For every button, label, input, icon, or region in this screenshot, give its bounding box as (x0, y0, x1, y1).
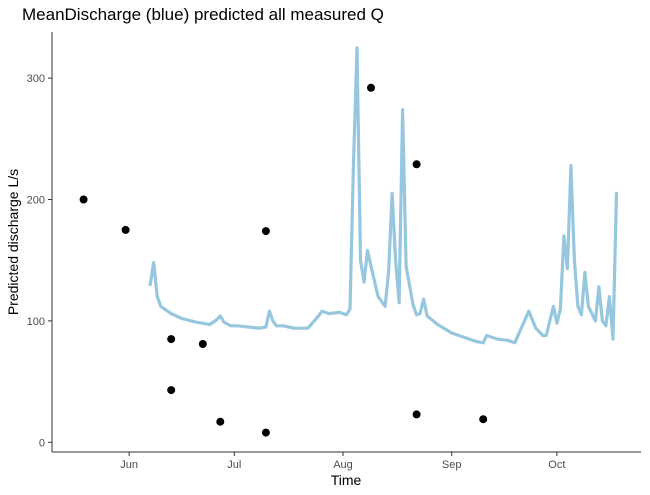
predicted-discharge-line (148, 46, 619, 345)
measured-point (167, 335, 176, 344)
measured-point (216, 417, 225, 426)
x-axis-ticks: Jun Jul Aug Sep Oct (120, 452, 565, 471)
measured-point (412, 410, 421, 419)
measured-point (261, 428, 270, 437)
y-tick-label: 200 (27, 195, 45, 207)
x-tick-label-oct: Oct (548, 459, 565, 471)
y-tick-label: 100 (27, 316, 45, 328)
measured-point (198, 340, 207, 348)
measured-point (167, 386, 176, 395)
y-tick-label: 0 (39, 437, 45, 449)
measured-discharge-points (79, 83, 488, 437)
x-tick-label-aug: Aug (333, 459, 353, 471)
measured-point (479, 415, 488, 424)
measured-point (367, 83, 375, 92)
x-axis-label: Time (331, 472, 362, 488)
x-tick-label-jun: Jun (120, 459, 138, 471)
measured-point (412, 160, 421, 169)
measured-point (79, 195, 88, 204)
x-tick-label-jul: Jul (227, 459, 241, 471)
y-tick-label: 300 (27, 73, 45, 85)
measured-point (121, 225, 130, 234)
x-tick-label-sep: Sep (442, 459, 462, 471)
y-axis-ticks: 0 100 200 300 (27, 73, 52, 449)
measured-point (261, 227, 270, 236)
chart-title: MeanDischarge (blue) predicted all measu… (22, 5, 384, 24)
y-axis-label: Predicted discharge L/s (5, 169, 21, 315)
